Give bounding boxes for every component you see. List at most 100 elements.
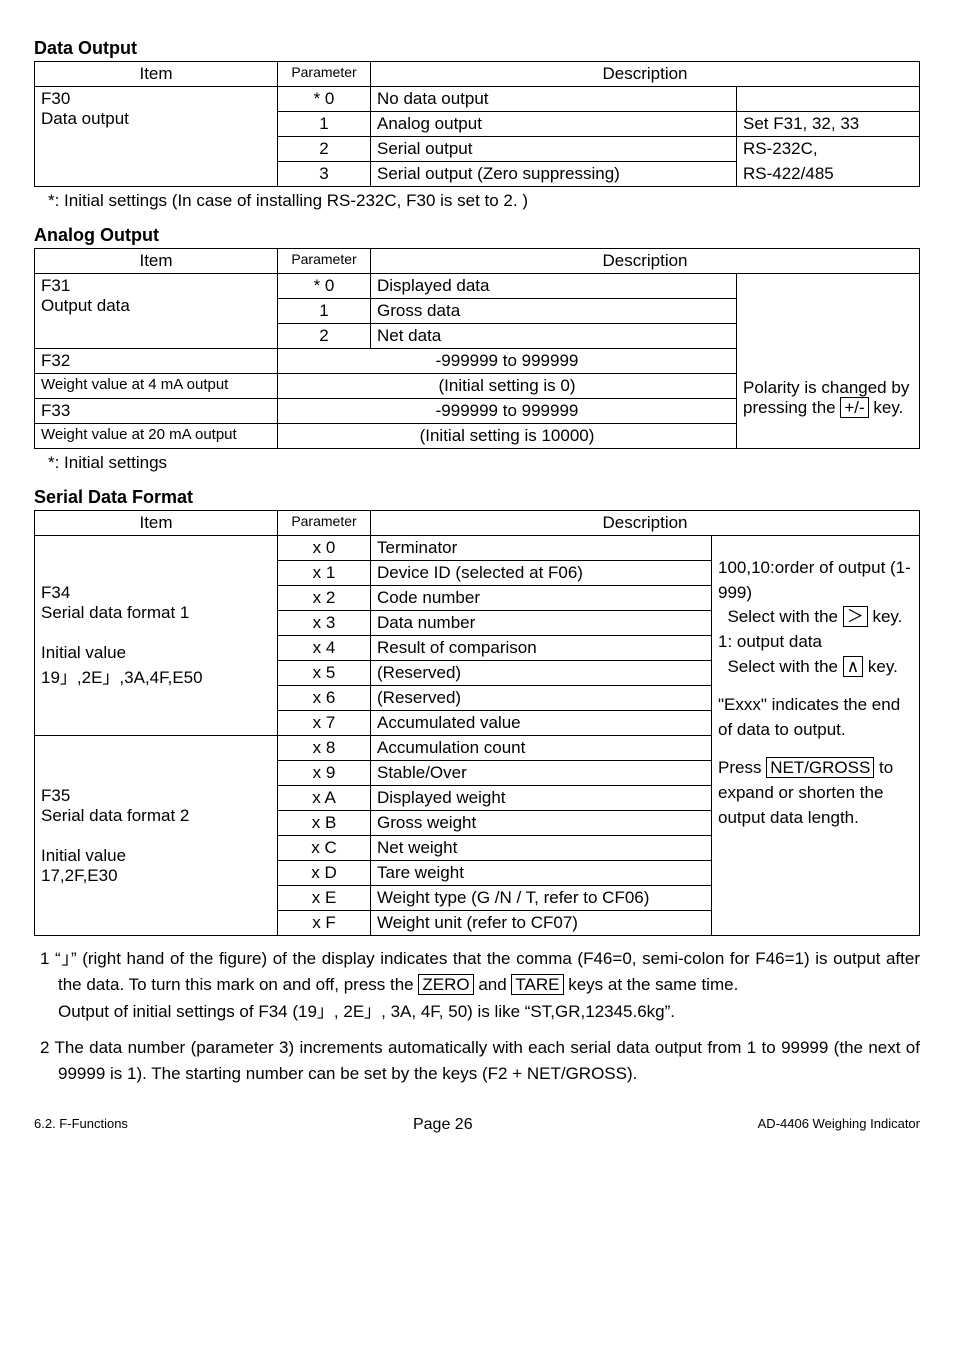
- cell-param: x 8: [278, 736, 371, 761]
- text: Select with the: [718, 607, 843, 626]
- cell-param: x B: [278, 811, 371, 836]
- text: F34: [41, 583, 70, 602]
- key-up-arrow: ∧: [843, 656, 863, 677]
- cell-desc: Serial output (Zero suppressing): [371, 162, 737, 187]
- header-item: Item: [35, 249, 278, 274]
- text: Initial value: [41, 643, 126, 662]
- cell-right: RS-232C,: [737, 137, 920, 162]
- cell-f33-init: (Initial setting is 10000): [278, 424, 737, 449]
- text: Press: [718, 758, 766, 777]
- section-title-data-output: Data Output: [34, 38, 920, 59]
- cell-param: x 6: [278, 686, 371, 711]
- section-title-serial-data: Serial Data Format: [34, 487, 920, 508]
- cell-param: x 5: [278, 661, 371, 686]
- text: key.: [863, 657, 898, 676]
- cell-param: x A: [278, 786, 371, 811]
- table-analog-output: Item Parameter Description F31 Output da…: [34, 248, 920, 449]
- cell-f33-item: F33: [35, 399, 278, 424]
- footer-left: 6.2. F-Functions: [34, 1116, 128, 1134]
- text: Serial data format 1: [41, 603, 189, 622]
- text: Initial value: [41, 846, 126, 865]
- key-right-arrow: ＞: [843, 606, 868, 627]
- cell-desc: Stable/Over: [371, 761, 712, 786]
- key-net-gross: NET/GROSS: [766, 757, 874, 778]
- text: 100,10:order of output (1-999): [718, 558, 911, 602]
- section-title-analog-output: Analog Output: [34, 225, 920, 246]
- text: 1: output data: [718, 632, 822, 651]
- cell-desc: Tare weight: [371, 861, 712, 886]
- cell-desc: Data number: [371, 611, 712, 636]
- cell-param: 3: [278, 162, 371, 187]
- body-paragraph-1: 1 “」” (right hand of the figure) of the …: [34, 946, 920, 1025]
- text: 19」,2E」,3A,4F,E50: [41, 668, 203, 687]
- text: keys at the same time.: [564, 975, 739, 994]
- cell-polarity-note: Polarity is changed by pressing the +/- …: [737, 349, 920, 449]
- table-data-output: Item Parameter Description F30 Data outp…: [34, 61, 920, 187]
- cell-param: x D: [278, 861, 371, 886]
- cell-param: x 0: [278, 536, 371, 561]
- header-item: Item: [35, 511, 278, 536]
- cell-f32-init: (Initial setting is 0): [278, 374, 737, 399]
- cell-desc: Net data: [371, 324, 737, 349]
- text: and: [474, 975, 512, 994]
- cell-f34-item: F34 Serial data format 1 Initial value 1…: [35, 536, 278, 736]
- cell-param: 1: [278, 299, 371, 324]
- cell-desc: Displayed weight: [371, 786, 712, 811]
- header-desc: Description: [371, 249, 920, 274]
- key-tare: TARE: [511, 974, 563, 995]
- text: key.: [868, 607, 903, 626]
- cell-desc: Result of comparison: [371, 636, 712, 661]
- cell-desc: Accumulated value: [371, 711, 712, 736]
- cell-desc: Displayed data: [371, 274, 737, 299]
- cell-param: 2: [278, 324, 371, 349]
- text: F35: [41, 786, 70, 805]
- cell-param: * 0: [278, 274, 371, 299]
- header-item: Item: [35, 62, 278, 87]
- cell-desc: Weight type (G /N / T, refer to CF06): [371, 886, 712, 911]
- cell-desc: (Reserved): [371, 661, 712, 686]
- cell-f32-weight: Weight value at 4 mA output: [35, 374, 278, 399]
- header-param: Parameter: [278, 511, 371, 536]
- text: 17,2F,E30: [41, 866, 118, 885]
- cell-param: x 7: [278, 711, 371, 736]
- cell-desc: Serial output: [371, 137, 737, 162]
- cell-param: x 3: [278, 611, 371, 636]
- text: Serial data format 2: [41, 806, 189, 825]
- cell-right: [737, 87, 920, 112]
- cell-right: RS-422/485: [737, 162, 920, 187]
- key-zero: ZERO: [418, 974, 473, 995]
- footer-right: AD-4406 Weighing Indicator: [758, 1116, 920, 1134]
- text: key.: [869, 398, 904, 417]
- cell-desc: Weight unit (refer to CF07): [371, 911, 712, 936]
- cell-desc: Gross data: [371, 299, 737, 324]
- cell-desc: Device ID (selected at F06): [371, 561, 712, 586]
- text: Output of initial settings of F34 (19」, …: [58, 999, 920, 1025]
- cell-right-blank: [737, 274, 920, 349]
- cell-param: x C: [278, 836, 371, 861]
- cell-serial-right-notes: 100,10:order of output (1-999) Select wi…: [712, 536, 920, 936]
- cell-param: x 1: [278, 561, 371, 586]
- text: Select with the: [718, 657, 843, 676]
- cell-f33-range: -999999 to 999999: [278, 399, 737, 424]
- cell-f32-range: -999999 to 999999: [278, 349, 737, 374]
- cell-param: * 0: [278, 87, 371, 112]
- key-plus-minus: +/-: [840, 397, 868, 418]
- cell-desc: Accumulation count: [371, 736, 712, 761]
- cell-param: x 9: [278, 761, 371, 786]
- cell-desc: Code number: [371, 586, 712, 611]
- cell-param: x 4: [278, 636, 371, 661]
- cell-f33-weight: Weight value at 20 mA output: [35, 424, 278, 449]
- cell-param: x E: [278, 886, 371, 911]
- cell-f32-item: F32: [35, 349, 278, 374]
- cell-desc: Gross weight: [371, 811, 712, 836]
- cell-desc: Terminator: [371, 536, 712, 561]
- text: Output data: [41, 296, 130, 315]
- body-paragraph-2: 2 The data number (parameter 3) incremen…: [34, 1035, 920, 1088]
- header-param: Parameter: [278, 62, 371, 87]
- cell-f30-item: F30 Data output: [35, 87, 278, 187]
- table-serial-data: Item Parameter Description F34 Serial da…: [34, 510, 920, 936]
- cell-desc: No data output: [371, 87, 737, 112]
- footer-page-number: Page 26: [413, 1116, 473, 1134]
- note-analog-output: *: Initial settings: [48, 453, 920, 473]
- text: "Exxx" indicates the end of data to outp…: [718, 695, 900, 739]
